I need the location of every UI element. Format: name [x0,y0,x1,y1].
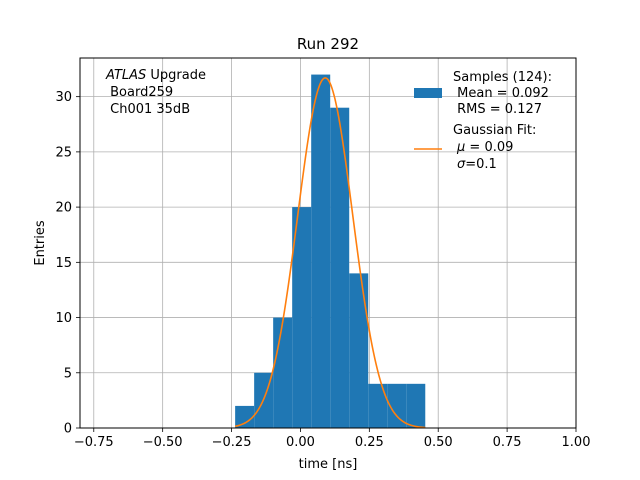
y-tick-label: 15 [55,256,72,271]
y-axis-label: Entries [33,220,48,266]
x-tick-label: 0.75 [493,435,522,450]
histogram-bar [387,383,407,428]
histogram-bar [273,317,293,428]
y-tick-label: 0 [64,422,72,437]
histogram-bar [349,273,369,428]
y-tick-label: 10 [55,311,72,326]
x-tick-label: 0.50 [424,435,453,450]
x-axis-ticks: −0.75 −0.50 −0.25 0.00 0.25 0.50 0.75 1.00 [74,428,591,450]
histogram-bar [406,383,426,428]
x-tick-label: −0.50 [143,435,183,450]
annotation-channel: Ch001 35dB [106,102,190,117]
histogram-bar [368,383,388,428]
legend-mu-symbol: μ [456,140,465,155]
x-tick-label: 0.25 [355,435,384,450]
y-axis-ticks: 0 5 10 15 20 25 30 [55,90,80,437]
legend-samples-line1: Samples (124): [453,70,552,85]
annotation-board: Board259 [106,85,173,100]
plot-frame [79,57,577,429]
y-tick-label: 5 [64,366,72,381]
legend-fit-line1: Gaussian Fit: [453,123,536,138]
legend-mu-value: = 0.09 [465,140,513,155]
histogram-bar [235,405,255,428]
legend-sigma-symbol: σ [457,157,466,172]
chart-title: Run 292 [297,35,359,53]
y-tick-label: 30 [55,90,72,105]
histogram-bar [292,207,312,428]
x-axis-label: time [ns] [299,457,358,472]
x-tick-label: 0.00 [286,435,315,450]
legend-samples-line2: Mean = 0.092 [453,86,549,101]
annotation-atlas: ATLAS [105,68,146,83]
legend: Samples (124): Mean = 0.092 RMS = 0.127 … [414,70,552,172]
legend-sigma-value: =0.1 [465,157,497,172]
legend-samples-line3: RMS = 0.127 [453,102,542,117]
svg-text:ATLAS Upgrade: ATLAS Upgrade [105,68,206,83]
x-tick-label: −0.75 [74,435,114,450]
histogram-bar [311,74,331,428]
y-tick-label: 20 [55,201,72,216]
legend-samples-patch [414,88,442,98]
histogram-bars [235,74,426,429]
x-tick-label: 1.00 [562,435,591,450]
histogram-bar [330,107,350,429]
svg-text:μ = 0.09: μ = 0.09 [456,140,513,155]
annotation-upgrade: Upgrade [146,68,206,83]
y-tick-label: 25 [55,145,72,160]
gaussian-fit-curve [234,77,426,429]
svg-text:σ=0.1: σ=0.1 [457,157,497,172]
x-tick-label: −0.25 [212,435,252,450]
atlas-annotation: ATLAS Upgrade Board259 Ch001 35dB [105,68,206,117]
